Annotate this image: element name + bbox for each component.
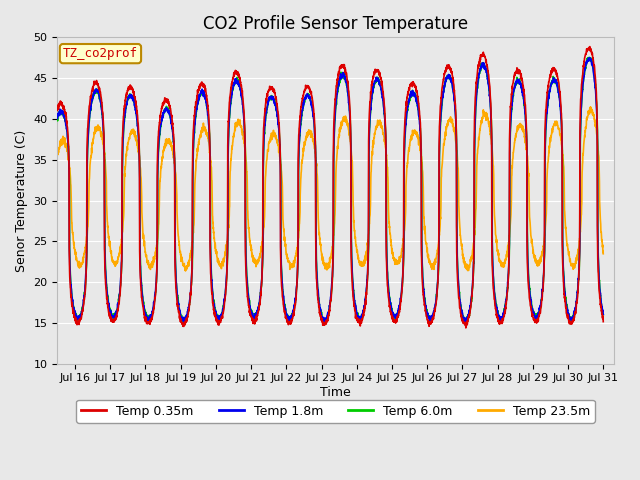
Temp 23.5m xyxy=(54,151,61,156)
Temp 23.5m xyxy=(600,251,607,257)
Temp 1.8m xyxy=(287,314,294,320)
Temp 0.35m xyxy=(600,319,607,324)
Temp 1.8m xyxy=(263,107,271,112)
Line: Temp 6.0m: Temp 6.0m xyxy=(58,57,604,325)
Temp 1.8m xyxy=(463,320,470,325)
Temp 0.35m xyxy=(530,315,538,321)
Temp 1.8m xyxy=(586,55,594,61)
Temp 23.5m xyxy=(182,268,189,274)
Temp 6.0m xyxy=(586,54,593,60)
Temp 6.0m xyxy=(287,317,294,323)
Temp 1.8m xyxy=(116,290,124,296)
Temp 6.0m xyxy=(54,116,61,121)
Temp 6.0m xyxy=(148,312,156,318)
Temp 23.5m xyxy=(287,263,294,269)
X-axis label: Time: Time xyxy=(320,386,351,399)
Temp 23.5m xyxy=(587,104,595,110)
Temp 23.5m xyxy=(530,253,538,259)
Temp 23.5m xyxy=(589,110,596,116)
Temp 1.8m xyxy=(530,312,538,318)
Text: TZ_co2prof: TZ_co2prof xyxy=(63,47,138,60)
Temp 23.5m xyxy=(263,156,271,162)
Y-axis label: Senor Temperature (C): Senor Temperature (C) xyxy=(15,130,28,272)
Temp 6.0m xyxy=(530,310,538,315)
Temp 23.5m xyxy=(148,259,156,264)
Temp 1.8m xyxy=(54,116,61,121)
Temp 6.0m xyxy=(321,322,328,328)
Legend: Temp 0.35m, Temp 1.8m, Temp 6.0m, Temp 23.5m: Temp 0.35m, Temp 1.8m, Temp 6.0m, Temp 2… xyxy=(76,400,595,423)
Temp 6.0m xyxy=(263,106,271,111)
Temp 6.0m xyxy=(600,312,607,318)
Temp 0.35m xyxy=(116,293,124,299)
Temp 0.35m xyxy=(589,56,596,62)
Line: Temp 23.5m: Temp 23.5m xyxy=(58,107,604,271)
Temp 1.8m xyxy=(148,312,156,317)
Temp 0.35m xyxy=(586,44,594,49)
Temp 0.35m xyxy=(263,93,271,99)
Temp 1.8m xyxy=(600,312,607,317)
Temp 0.35m xyxy=(148,317,156,323)
Temp 6.0m xyxy=(116,291,124,297)
Temp 0.35m xyxy=(54,108,61,113)
Title: CO2 Profile Sensor Temperature: CO2 Profile Sensor Temperature xyxy=(203,15,468,33)
Temp 1.8m xyxy=(589,63,596,69)
Line: Temp 0.35m: Temp 0.35m xyxy=(58,47,604,328)
Temp 6.0m xyxy=(589,65,596,71)
Temp 23.5m xyxy=(116,251,124,257)
Line: Temp 1.8m: Temp 1.8m xyxy=(58,58,604,323)
Temp 0.35m xyxy=(462,325,470,331)
Temp 0.35m xyxy=(287,321,294,326)
